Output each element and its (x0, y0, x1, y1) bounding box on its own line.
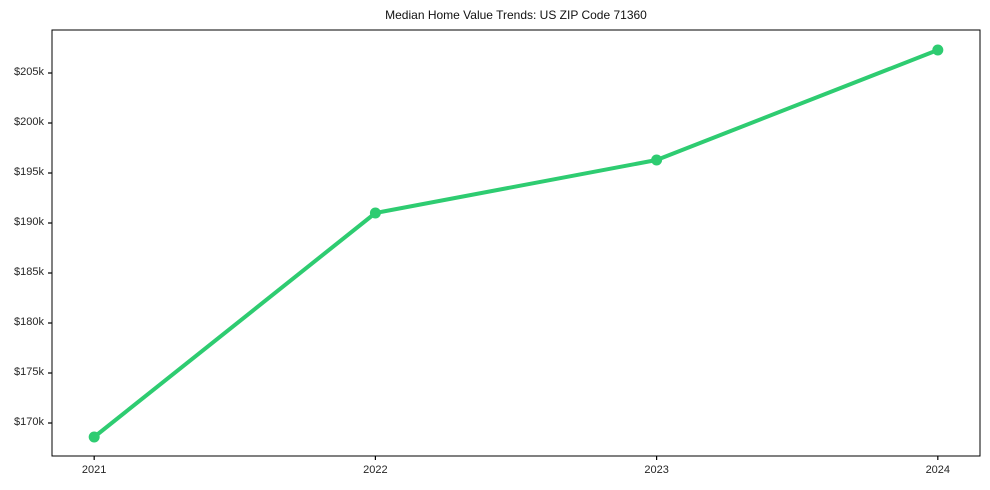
y-axis-tick-label: $200k (14, 116, 44, 128)
x-axis-tick-label: 2022 (363, 464, 388, 476)
x-axis-tick-label: 2021 (81, 464, 107, 476)
x-axis-tick-label: 2024 (925, 464, 951, 476)
trend-line (92, 48, 940, 439)
x-axis-tick-label: 2023 (644, 464, 669, 476)
y-axis-tick-label: $180k (14, 316, 44, 328)
y-axis-tick-label: $185k (14, 266, 44, 278)
y-axis-tick-label: $205k (14, 66, 44, 78)
plot-border (51, 29, 981, 457)
data-point-marker (88, 431, 100, 443)
chart-title: Median Home Value Trends: US ZIP Code 71… (385, 8, 647, 22)
y-axis-tick-label: $195k (14, 166, 44, 178)
y-axis-tick-label: $170k (14, 416, 44, 428)
data-point-marker (932, 44, 944, 56)
y-axis-tick-label: $175k (14, 366, 44, 378)
data-point-marker (651, 154, 663, 166)
data-point-marker (369, 207, 381, 219)
y-axis-tick-label: $190k (14, 216, 44, 228)
